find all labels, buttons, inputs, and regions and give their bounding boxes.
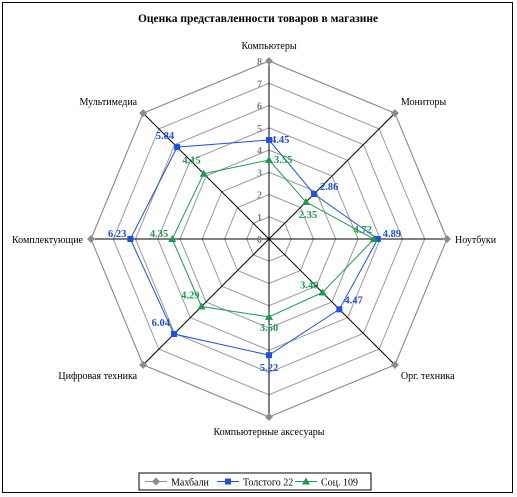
data-label: 3.40 [300, 280, 318, 291]
category-label: Компьютеры [241, 41, 296, 52]
tick-label: 2 [257, 191, 262, 202]
data-point [443, 235, 451, 243]
chart-title: Оценка представленности товаров в магази… [138, 13, 378, 25]
data-point [152, 477, 160, 486]
data-point [336, 306, 343, 313]
data-label: 4.15 [182, 156, 200, 167]
radar-chart: Оценка представленности товаров в магази… [12, 13, 497, 491]
data-label: 2.35 [299, 210, 317, 221]
data-point [265, 57, 273, 65]
data-point [87, 235, 95, 243]
data-point [265, 156, 273, 164]
data-point [199, 169, 208, 177]
radial-ticks: 0 1 2 3 4 5 6 7 8 [257, 57, 262, 246]
data-label: 4.35 [150, 229, 168, 240]
data-label: 3.55 [274, 155, 292, 166]
data-label: 2.86 [320, 182, 338, 193]
category-label: Мультимедиа [80, 97, 138, 108]
data-point [302, 477, 310, 485]
legend-entry: Махбали [171, 478, 210, 489]
tick-label: 5 [257, 124, 262, 135]
legend-entry: Толстого 22 [243, 478, 293, 489]
data-label: 4.89 [383, 229, 401, 240]
series-2: 3.55 2.35 4.72 3.40 3.50 4.29 4.35 4.15 [150, 155, 379, 334]
category-labels: Компьютеры Мониторы Ноутбуки Орг. техника Ко… [12, 41, 497, 438]
data-point [174, 144, 181, 151]
data-point [170, 331, 177, 338]
data-label: 5.84 [156, 131, 175, 142]
data-label: 4.29 [181, 290, 199, 301]
data-point [168, 235, 177, 242]
data-point [139, 360, 148, 369]
tick-label: 7 [257, 79, 262, 90]
category-label: Мониторы [401, 97, 447, 108]
data-point [265, 312, 273, 320]
data-point [266, 352, 272, 359]
data-point [301, 198, 310, 206]
axis-spoke [268, 238, 396, 366]
tick-label: 1 [257, 213, 262, 224]
axis-spoke [142, 238, 270, 366]
data-point [266, 136, 272, 143]
category-label: Ноутбуки [455, 235, 497, 246]
data-point [318, 288, 327, 296]
tick-label: 0 [257, 235, 262, 246]
data-point [390, 109, 399, 118]
chart-frame: Оценка представленности товаров в магази… [2, 2, 513, 493]
data-point [374, 236, 381, 242]
tick-label: 3 [257, 168, 262, 179]
data-point [310, 191, 317, 198]
category-label: Орг. техника [401, 371, 455, 382]
data-point [390, 360, 399, 369]
legend-entry: Соц. 109 [321, 478, 358, 489]
data-point [127, 236, 134, 242]
category-label: Компьютерные аксесуары [213, 427, 324, 438]
category-label: Комплектующие [12, 235, 84, 246]
radar-grid [90, 60, 448, 418]
data-label: 6.04 [152, 318, 171, 329]
data-label: 5.22 [260, 363, 278, 374]
data-label: 4.72 [354, 225, 372, 236]
legend-box [138, 472, 372, 491]
legend: Махбали Толстого 22 Соц. 109 [138, 472, 372, 491]
series-0 [87, 57, 451, 421]
tick-label: 8 [257, 57, 262, 68]
data-point [139, 109, 148, 118]
tick-label: 6 [257, 102, 262, 113]
category-label: Цифровая техника [58, 371, 137, 382]
tick-label: 4 [257, 146, 262, 157]
data-point [225, 478, 231, 485]
data-label: 4.45 [271, 135, 289, 146]
data-point [370, 235, 379, 242]
data-label: 6.23 [108, 229, 126, 240]
data-label: 4.47 [344, 295, 362, 306]
series-layer: 4.45 2.86 4.89 4.47 5.22 6.04 6.23 5.84 3.55 2.35… [87, 57, 451, 421]
series-1: 4.45 2.86 4.89 4.47 5.22 6.04 6.23 5.84 [108, 131, 401, 374]
axis-spoke [268, 112, 396, 240]
data-point [197, 302, 206, 310]
data-point [265, 413, 273, 421]
data-label: 3.50 [260, 323, 278, 334]
